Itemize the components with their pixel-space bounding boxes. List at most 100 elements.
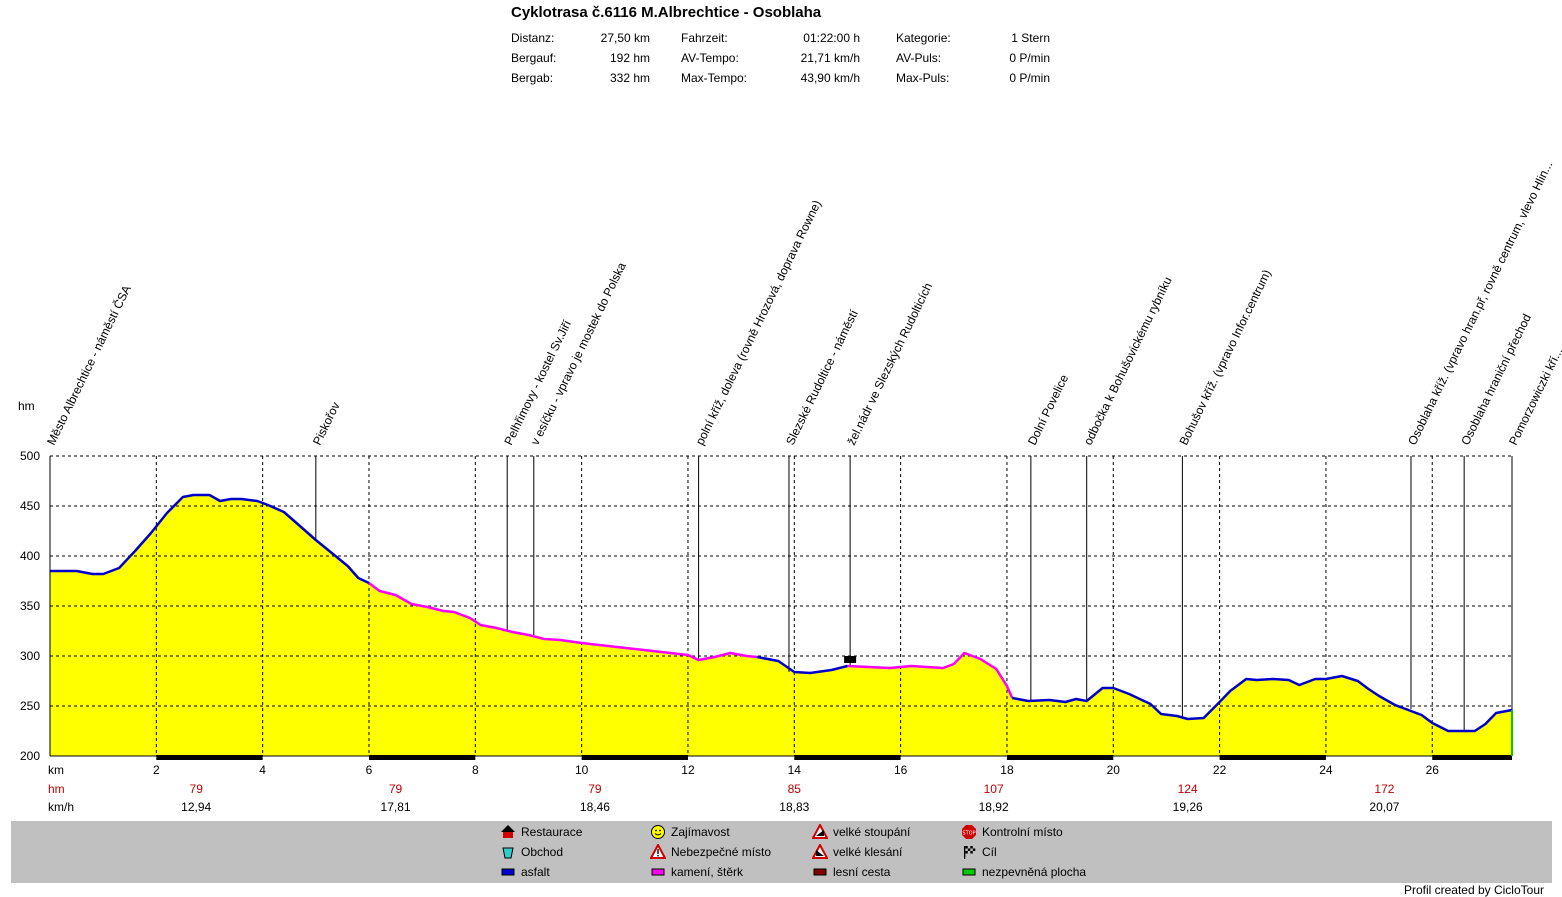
y-tick-label: 250: [20, 699, 40, 713]
y-tick-label: 300: [20, 649, 40, 663]
x-tick-label: 18: [1000, 763, 1014, 777]
legend-finish: Cíl: [982, 845, 997, 859]
axis-segment: [1006, 755, 1114, 760]
stat-value-descent: 332 hm: [609, 71, 650, 85]
stat-label-category: Kategorie:: [896, 31, 951, 45]
y-tick-label: 400: [20, 549, 40, 563]
legend-forest-path: lesní cesta: [833, 865, 891, 879]
kmh-row-value: 18,92: [979, 800, 1009, 814]
profile-line-asphalt: [756, 655, 848, 675]
unpaved-swatch: [962, 868, 976, 876]
legend-climb: velké stoupání: [833, 825, 911, 839]
waypoint-label: Piskořov: [310, 400, 343, 447]
asphalt-swatch: [501, 868, 515, 876]
x-tick-label: 26: [1426, 763, 1440, 777]
stat-value-distance: 27,50 km: [600, 31, 650, 45]
hm-row-label: hm: [48, 782, 65, 796]
stat-value-avg-pulse: 0 P/min: [1009, 51, 1050, 65]
legend-checkpoint: Kontrolní místo: [982, 825, 1063, 839]
y-tick-label: 450: [20, 499, 40, 513]
legend: Restaurace Obchod asfalt Zajímavost Nebe…: [11, 821, 1552, 883]
axis-segment: [1219, 755, 1326, 760]
legend-gravel: kamení, štěrk: [671, 865, 744, 879]
x-tick-label: 14: [788, 763, 802, 777]
legend-danger: Nebezpečné místo: [671, 845, 772, 859]
shop-icon: [502, 847, 514, 859]
stat-label-max-speed: Max-Tempo:: [681, 71, 748, 85]
stop-icon: STOP: [962, 825, 976, 839]
stat-label-avg-pulse: AV-Puls:: [896, 51, 942, 65]
warning-icon: [650, 844, 666, 859]
stat-value-category: 1 Stern: [1011, 31, 1050, 45]
train-icon: [844, 656, 857, 663]
stat-value-avg-speed: 21,71 km/h: [800, 51, 860, 65]
kmh-row-value: 18,83: [779, 800, 809, 814]
hm-row-value: 79: [190, 782, 204, 796]
kmh-row-value: 18,46: [580, 800, 610, 814]
axis-segment: [156, 755, 263, 760]
kmh-row-value: 19,26: [1173, 800, 1203, 814]
y-axis-label: hm: [18, 399, 35, 413]
legend-shop: Obchod: [521, 845, 564, 859]
stat-label-ridetime: Fahrzeit:: [681, 31, 728, 45]
axis-segment: [1432, 755, 1512, 760]
svg-text:STOP: STOP: [962, 831, 975, 837]
x-tick-label: 8: [472, 763, 479, 777]
y-tick-label: 350: [20, 599, 40, 613]
stat-value-max-pulse: 0 P/min: [1009, 71, 1050, 85]
kmh-row-label: km/h: [48, 800, 74, 814]
finish-flag-icon: [964, 846, 976, 859]
stat-value-ridetime: 01:22:00 h: [803, 31, 860, 45]
profile-line-gravel: [847, 651, 1014, 699]
smiley-icon: [651, 825, 665, 839]
waypoint-label: odbočka k Bohušovickému rybníku: [1081, 275, 1175, 448]
stat-label-max-pulse: Max-Puls:: [896, 71, 950, 85]
y-tick-label: 500: [20, 449, 40, 463]
x-tick-label: 16: [894, 763, 908, 777]
waypoint-label: Pomorzowiczki kří...: [1506, 345, 1562, 447]
profile-line-asphalt: [1012, 674, 1513, 733]
forest-path-swatch: [813, 868, 827, 876]
waypoint-label: žel.nádr ve Slezských Rudolticích: [844, 281, 935, 448]
legend-attraction: Zajímavost: [671, 825, 730, 839]
stat-label-distance: Distanz:: [511, 31, 555, 45]
stat-value-max-speed: 43,90 km/h: [800, 71, 860, 85]
hm-row-value: 124: [1178, 782, 1198, 796]
elevation-area: [50, 495, 1512, 756]
profile-line-asphalt: [50, 493, 370, 585]
x-tick-label: 10: [575, 763, 589, 777]
x-tick-label: 4: [259, 763, 266, 777]
legend-descent: velké klesání: [833, 845, 903, 859]
kmh-row-value: 17,81: [381, 800, 411, 814]
descent-icon: [812, 844, 828, 859]
kmh-row-value: 12,94: [181, 800, 211, 814]
x-tick-label: 6: [366, 763, 373, 777]
x-axis-label: km: [48, 763, 64, 777]
axis-segment: [368, 755, 476, 760]
legend-unpaved: nezpevněná plocha: [982, 865, 1087, 879]
credit-text: Profil created by CicloTour: [1403, 883, 1544, 897]
climb-icon: [812, 824, 828, 839]
stat-label-climb: Bergauf:: [511, 51, 557, 65]
axis-segment: [794, 755, 901, 760]
profile-line-gravel: [368, 582, 758, 662]
legend-asphalt: asfalt: [521, 865, 550, 879]
waypoint-label: Dolní Povelice: [1025, 372, 1071, 447]
stat-label-avg-speed: AV-Tempo:: [681, 51, 739, 65]
restaurant-icon: [501, 825, 515, 838]
x-tick-label: 20: [1107, 763, 1121, 777]
kmh-row-value: 20,07: [1369, 800, 1399, 814]
hm-row-value: 172: [1374, 782, 1394, 796]
gravel-swatch: [651, 868, 665, 876]
stat-value-climb: 192 hm: [609, 51, 650, 65]
hm-row-value: 107: [984, 782, 1004, 796]
stat-label-descent: Bergab:: [511, 71, 554, 85]
hm-row-value: 79: [389, 782, 403, 796]
waypoint-label: Slezské Rudoltice - náměstí: [783, 307, 861, 447]
waypoint-label: Bohušov kříž. (vpravo Infor.centrum): [1176, 267, 1273, 447]
hm-row-value: 85: [788, 782, 802, 796]
y-tick-label: 200: [20, 749, 40, 763]
axis-segment: [581, 755, 688, 760]
legend-restaurant: Restaurace: [521, 825, 583, 839]
